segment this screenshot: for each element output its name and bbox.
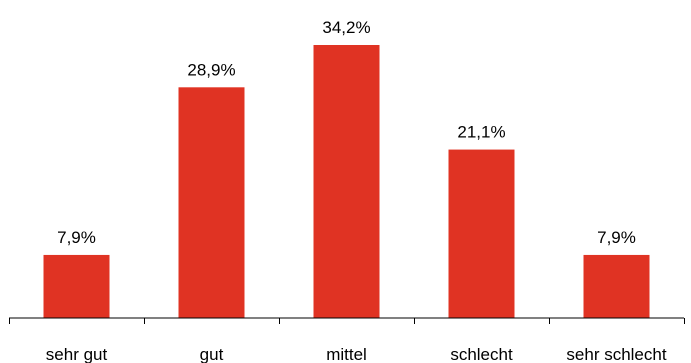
bar-sehr-gut	[43, 254, 110, 318]
data-labels-group: 7,9% 28,9% 34,2% 21,1% 7,9%	[57, 18, 636, 247]
data-label: 7,9%	[597, 228, 636, 247]
x-tick-label: sehr gut	[46, 345, 108, 363]
x-tick-label: mittel	[326, 345, 367, 363]
bars-group	[43, 45, 650, 319]
x-axis-ticks	[9, 318, 685, 324]
bar-schlecht	[448, 149, 515, 318]
data-label: 34,2%	[322, 18, 370, 37]
data-label: 21,1%	[457, 123, 505, 142]
bar-mittel	[313, 45, 380, 318]
data-label: 7,9%	[57, 228, 96, 247]
x-tick-label: gut	[200, 345, 224, 363]
x-tick-label: sehr schlecht	[566, 345, 666, 363]
x-tick-label: schlecht	[450, 345, 513, 363]
bar-gut	[178, 87, 245, 319]
data-label: 28,9%	[187, 60, 235, 79]
bar-sehr-schlecht	[583, 254, 650, 318]
x-axis-tick-labels: sehr gut gut mittel schlecht sehr schlecht	[46, 345, 667, 363]
